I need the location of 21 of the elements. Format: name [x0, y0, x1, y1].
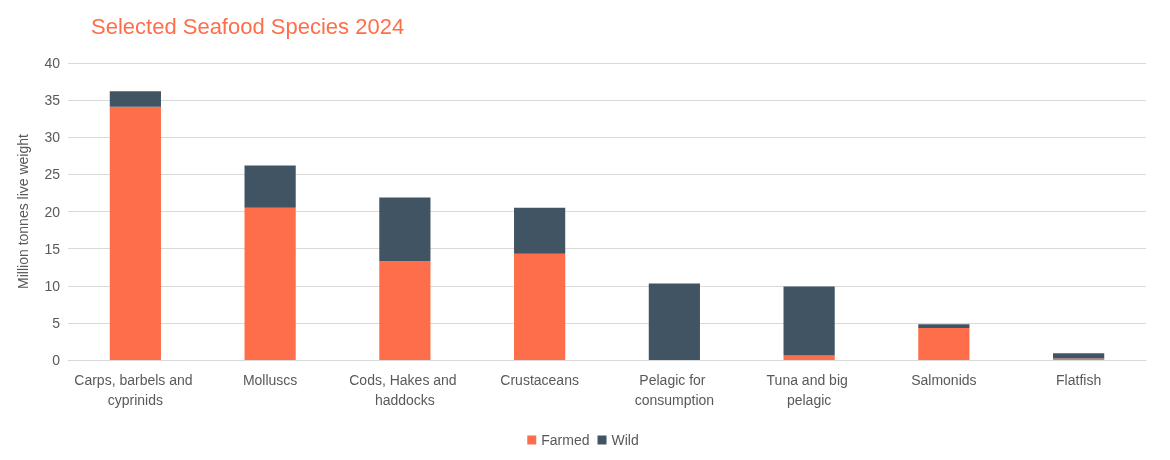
y-tick-label: 0 — [52, 352, 61, 368]
y-tick-label: 10 — [44, 277, 61, 294]
legend-label: Farmed — [541, 432, 590, 448]
x-tick-label: Crustaceans — [500, 372, 579, 388]
y-tick-label: 30 — [44, 129, 61, 146]
x-tick-label: Molluscs — [242, 372, 298, 388]
y-tick-label: 5 — [52, 314, 61, 331]
x-tick-label: Pelagic for consumption — [634, 372, 715, 408]
chart-title: Selected Seafood Species 2024 — [91, 13, 405, 39]
legend-label: Wild — [611, 432, 639, 448]
y-tick-label: 20 — [44, 203, 61, 220]
y-tick-label: 25 — [44, 166, 61, 183]
x-tick-label: Salmonids — [911, 372, 977, 388]
y-axis-title: Million tonnes live weight — [15, 133, 31, 289]
x-tick-label: Cods, Hakes and haddocks — [349, 372, 461, 408]
x-tick-label: Flatfish — [1056, 372, 1102, 388]
x-tick-label: Tuna and big pelagic — [766, 372, 852, 408]
x-tick-label: Carps, barbels and cyprinids — [74, 372, 197, 408]
y-tick-label: 40 — [44, 55, 61, 71]
y-tick-label: 35 — [44, 92, 61, 109]
y-tick-label: 15 — [44, 240, 61, 257]
